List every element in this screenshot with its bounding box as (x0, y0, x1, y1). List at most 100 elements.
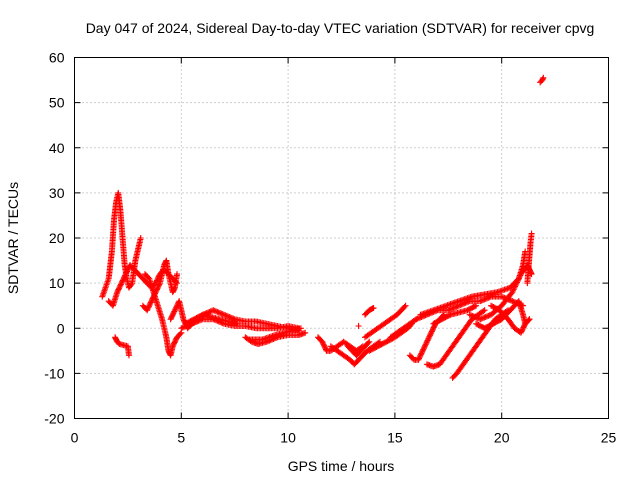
data-point (417, 351, 424, 358)
grid-lines (74, 57, 609, 419)
data-point (186, 321, 193, 328)
data-point (477, 316, 484, 323)
data-point (471, 303, 478, 310)
series-midday-g (387, 316, 420, 341)
data-point (210, 316, 217, 323)
series-early-arc-e (141, 271, 185, 359)
data-point (171, 339, 178, 346)
x-axis-label: GPS time / hours (288, 458, 395, 474)
data-point (213, 317, 220, 324)
data-point (168, 313, 175, 320)
data-point (171, 307, 178, 314)
data-point (509, 289, 516, 296)
data-point (416, 354, 423, 361)
data-point (498, 293, 505, 300)
data-point (122, 272, 129, 279)
data-point (478, 315, 485, 322)
data-point (155, 282, 162, 289)
data-point (419, 349, 426, 356)
y-tick-label: 0 (57, 320, 65, 336)
data-point (415, 315, 422, 322)
data-point (466, 311, 473, 318)
data-point (418, 350, 425, 357)
data-point (172, 338, 179, 345)
y-tick-label: 50 (49, 95, 65, 111)
data-point (422, 342, 429, 349)
data-point (211, 316, 218, 323)
data-point (187, 321, 194, 328)
data-point (172, 336, 179, 343)
data-point (473, 302, 480, 309)
data-point (366, 338, 373, 345)
data-point (222, 312, 229, 319)
data-point (402, 302, 409, 309)
data-point (365, 339, 372, 346)
data-point (369, 305, 376, 312)
data-point (168, 314, 175, 321)
data-point (125, 352, 132, 359)
data-point (178, 325, 185, 332)
data-point (225, 313, 232, 320)
data-point (218, 310, 225, 317)
data-point (512, 282, 519, 289)
data-point (540, 74, 547, 81)
data-point (430, 325, 437, 332)
data-point (230, 315, 237, 322)
data-point (520, 324, 527, 331)
data-point (155, 283, 162, 290)
data-point (465, 298, 472, 305)
data-point (169, 312, 176, 319)
data-point (123, 268, 130, 275)
x-tick-label: 0 (71, 430, 79, 446)
data-point (170, 340, 177, 347)
x-tick-label: 25 (601, 430, 617, 446)
data-point (180, 316, 187, 323)
y-tick-label: -10 (44, 365, 64, 381)
data-point (515, 276, 522, 283)
series-midday-c (344, 338, 373, 359)
data-point (116, 283, 123, 290)
y-tick-label: 20 (49, 230, 65, 246)
data-point (173, 303, 180, 310)
data-point (120, 276, 127, 283)
data-point (425, 336, 432, 343)
data-point (192, 319, 199, 326)
data-point (510, 287, 517, 294)
data-point (191, 319, 198, 326)
data-point (508, 297, 515, 304)
series-early-arc-a (99, 189, 144, 300)
data-point (422, 341, 429, 348)
x-tick-label: 10 (280, 430, 296, 446)
data-point (156, 281, 163, 288)
data-point (355, 322, 362, 329)
y-tick-label: -20 (44, 411, 64, 427)
data-point (429, 327, 436, 334)
data-point (424, 337, 431, 344)
data-point (513, 279, 520, 286)
data-point (480, 297, 487, 304)
data-point (473, 314, 480, 321)
data-point (480, 308, 487, 315)
data-point (319, 340, 326, 347)
data-point (319, 338, 326, 345)
data-point (145, 304, 152, 311)
series-midday-f (361, 304, 377, 318)
series-late-j (524, 230, 535, 287)
data-point (500, 294, 507, 301)
data-point (426, 333, 433, 340)
data-point (421, 343, 428, 350)
data-point (188, 320, 195, 327)
data-point (509, 298, 516, 305)
data-point (419, 347, 426, 354)
data-point (124, 267, 131, 274)
data-point (226, 313, 233, 320)
data-point (146, 302, 153, 309)
data-point (190, 320, 197, 327)
data-point (172, 305, 179, 312)
data-point (123, 269, 130, 276)
x-tick-label: 15 (387, 430, 403, 446)
data-point (184, 322, 191, 329)
data-point (200, 311, 207, 318)
series-late-i (488, 302, 533, 336)
